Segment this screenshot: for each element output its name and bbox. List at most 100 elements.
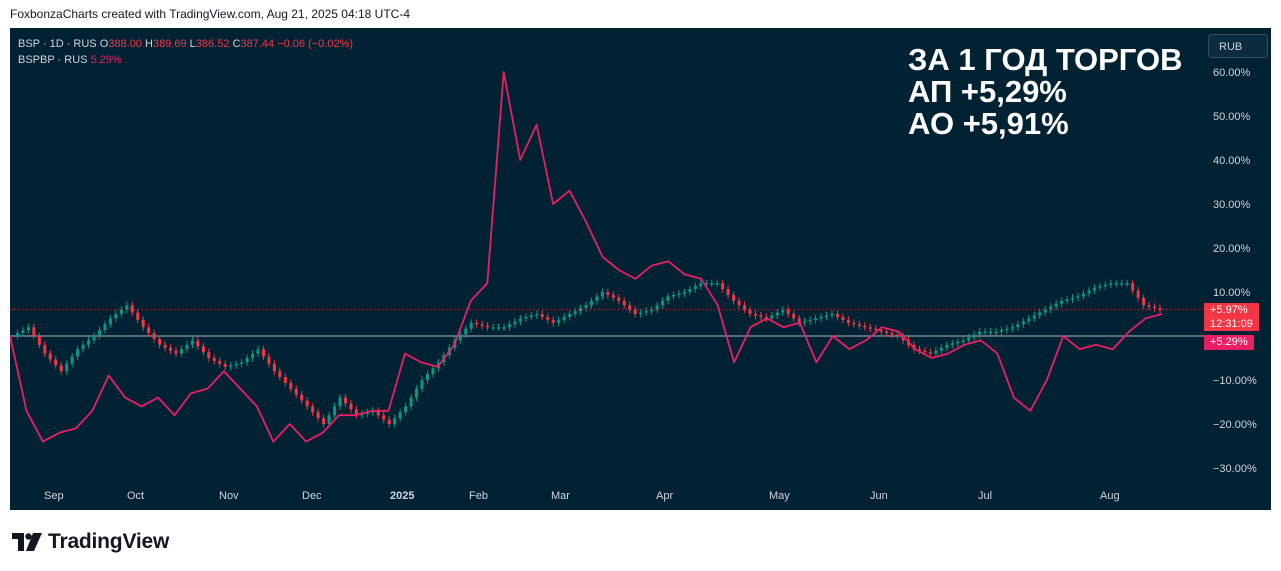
candle-body <box>283 377 287 383</box>
legend-high-value: 389.69 <box>152 38 187 50</box>
y-tick-label: 40.00% <box>1213 155 1251 167</box>
candle-body <box>125 305 129 310</box>
candle-body <box>174 350 178 354</box>
candle-body <box>568 314 572 317</box>
candle-body <box>70 356 74 364</box>
candle-body <box>972 334 976 338</box>
x-tick-label: Jun <box>870 490 888 502</box>
candle-body <box>644 311 648 313</box>
candle-body <box>967 337 971 341</box>
candle-body <box>1010 327 1014 329</box>
legend-open-value: 388.00 <box>108 38 142 50</box>
candle-body <box>786 309 790 314</box>
candle-body <box>841 316 845 320</box>
candle-body <box>464 328 468 335</box>
x-tick-label: Mar <box>551 490 570 502</box>
candle-body <box>54 359 58 366</box>
candle-body <box>311 406 315 413</box>
x-tick-label: Jul <box>978 490 992 502</box>
candle-body <box>890 333 894 335</box>
candle-body <box>868 327 872 329</box>
currency-button[interactable]: RUB <box>1208 34 1268 58</box>
candle-body <box>846 319 850 323</box>
candle-body <box>76 349 80 357</box>
candle-body <box>1087 290 1091 294</box>
legend-open-label: O <box>99 38 109 50</box>
candle-body <box>1142 297 1146 306</box>
candle-body <box>808 319 812 322</box>
y-tick-label: −20.00% <box>1213 419 1257 431</box>
candle-body <box>584 305 588 309</box>
candle-body <box>376 410 380 416</box>
y-tick-label: −30.00% <box>1213 463 1257 475</box>
candle-body <box>617 297 621 301</box>
candle-body <box>600 292 604 297</box>
candle-body <box>737 300 741 306</box>
candle-body <box>518 318 522 322</box>
legend-low-label: L <box>189 38 196 50</box>
candle-body <box>480 324 484 326</box>
candle-body <box>1098 286 1102 288</box>
candle-body <box>753 314 757 316</box>
candle-body <box>21 330 25 334</box>
compare-price-tag: +5.29% <box>1204 335 1254 350</box>
candle-body <box>863 325 867 328</box>
candle-body <box>343 397 347 404</box>
candle-body <box>349 403 353 410</box>
last-price-tag: +5.97% 12:31:09 <box>1204 303 1259 331</box>
candle-body <box>365 412 369 414</box>
candle-body <box>130 305 134 313</box>
candle-body <box>879 330 883 332</box>
candle-body <box>699 283 703 287</box>
x-tick-label: May <box>769 490 790 502</box>
candle-body <box>671 294 675 297</box>
candle-body <box>497 327 501 329</box>
candle-body <box>682 292 686 294</box>
candle-body <box>710 283 714 285</box>
candle-body <box>360 413 364 416</box>
footer-brand[interactable]: TradingView <box>12 530 169 554</box>
candle-body <box>835 314 839 317</box>
legend-main-symbol[interactable]: BSP · 1D · RUS <box>18 38 97 50</box>
legend-compare-symbol[interactable]: BSPBP · RUS <box>18 54 88 66</box>
candle-body <box>677 293 681 295</box>
price-chart[interactable]: 60.00% 50.00% 40.00% 30.00% 20.00% 10.00% −10.… <box>10 28 1271 510</box>
candle-body <box>141 319 145 328</box>
y-tick-label: 60.00% <box>1213 67 1251 79</box>
candle-body <box>420 380 424 389</box>
candle-body <box>163 344 167 348</box>
candle-body <box>732 294 736 301</box>
candle-body <box>1071 297 1075 300</box>
candle-body <box>579 308 583 312</box>
candle-body <box>48 353 52 360</box>
candle-body <box>1153 306 1157 309</box>
attribution-text: FoxbonzaCharts created with TradingView.… <box>10 7 411 21</box>
candle-body <box>87 340 91 345</box>
bar-countdown: 12:31:09 <box>1210 318 1253 330</box>
candle-body <box>425 374 429 380</box>
chart-legend: BSP · 1D · RUS O388.00 H389.69 L386.52 C… <box>18 36 353 68</box>
candle-body <box>1147 305 1151 307</box>
candle-body <box>994 331 998 334</box>
candle-body <box>1114 283 1118 285</box>
candle-body <box>234 363 238 366</box>
candle-body <box>770 315 774 319</box>
candle-body <box>628 305 632 310</box>
candle-body <box>852 322 856 325</box>
candle-body <box>633 309 637 314</box>
candle-body <box>743 305 747 310</box>
candle-body <box>874 328 878 331</box>
candle-body <box>764 316 768 319</box>
candle-body <box>666 296 670 301</box>
y-tick-label: 30.00% <box>1213 199 1251 211</box>
candle-body <box>748 309 752 314</box>
candle-body <box>1054 303 1058 307</box>
candle-body <box>1136 290 1140 298</box>
legend-high-label: H <box>145 38 153 50</box>
overlay-line-1: ЗА 1 ГОД ТОРГОВ <box>908 42 1183 77</box>
candle-body <box>81 344 85 350</box>
candle-body <box>1060 300 1064 304</box>
candle-body <box>945 344 949 348</box>
chart-panel[interactable]: 60.00% 50.00% 40.00% 30.00% 20.00% 10.00% −10.… <box>10 28 1271 510</box>
candle-body <box>825 315 829 317</box>
